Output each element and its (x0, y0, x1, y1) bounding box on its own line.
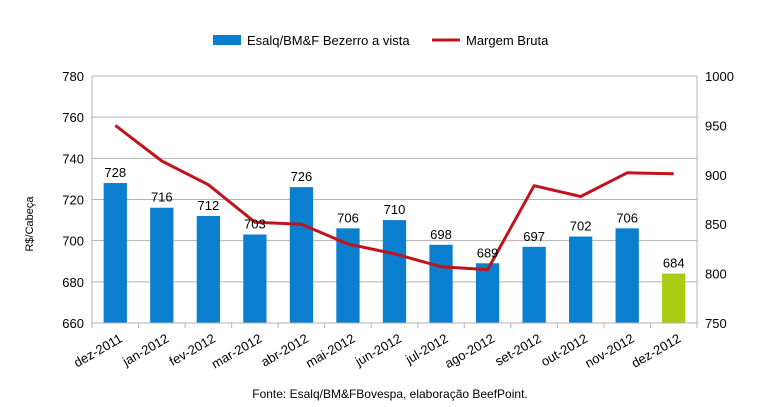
bar (382, 220, 407, 323)
data-labels: 728 716 712 703 726 706 710 698 689 697 702 706 684 (104, 165, 684, 271)
bar (429, 244, 453, 323)
bar (289, 187, 314, 323)
data-label: 712 (197, 198, 219, 213)
y-axis-title: R$/Cabeça (24, 196, 36, 252)
x-tick-label: set-2012 (492, 331, 543, 369)
x-tick-label: mai-2012 (303, 331, 357, 371)
data-label: 689 (477, 245, 499, 260)
x-tick-label: abr-2012 (258, 331, 311, 370)
series-line-margem-bruta (114, 124, 674, 272)
data-label: 698 (430, 227, 452, 242)
data-label: 706 (616, 210, 638, 225)
y-tick-label: 740 (62, 151, 84, 166)
data-label: 703 (244, 216, 266, 231)
data-label: 716 (151, 190, 173, 205)
y2-tick-label: 750 (705, 316, 727, 331)
bar (243, 234, 267, 323)
x-tick-label: jan-2012 (119, 331, 171, 370)
y-tick-label: 760 (62, 110, 84, 125)
data-label: 706 (337, 210, 359, 225)
x-tick-label: fev-2012 (167, 331, 218, 369)
x-tick-label: dez-2012 (629, 331, 683, 371)
bar (103, 183, 127, 323)
bar (662, 273, 686, 323)
x-tick-label: jun-2012 (352, 331, 404, 370)
x-tick-label: out-2012 (538, 331, 590, 370)
y2-tick-label: 900 (705, 168, 727, 183)
legend-label-line: Margem Bruta (466, 33, 549, 48)
bar (475, 263, 500, 323)
x-tick-label: ago-2012 (442, 331, 497, 371)
bar (336, 228, 360, 323)
data-label: 728 (104, 165, 126, 180)
y2-tick-label: 800 (705, 267, 727, 282)
bar (150, 207, 174, 323)
x-tick-label: dez-2011 (71, 331, 125, 371)
x-tick-label: nov-2012 (582, 331, 636, 371)
y2-tick-label: 1000 (705, 69, 734, 84)
bar (522, 246, 546, 323)
y-tick-label: 680 (62, 275, 84, 290)
data-label: 726 (291, 169, 313, 184)
bar-series (103, 183, 686, 323)
y-tick-label: 660 (62, 316, 84, 331)
data-label: 710 (384, 202, 406, 217)
data-label: 702 (570, 219, 592, 234)
y-tick-label: 720 (62, 193, 84, 208)
x-tick-label: mar-2012 (209, 331, 265, 372)
legend-label-bar: Esalq/BM&F Bezerro a vista (247, 33, 410, 48)
bar (569, 236, 593, 323)
y-tick-label: 700 (62, 234, 84, 249)
source-note: Fonte: Esalq/BM&FBovespa, elaboração Bee… (252, 387, 528, 401)
bar (615, 228, 639, 323)
data-label: 697 (523, 229, 545, 244)
y2-tick-label: 850 (705, 217, 727, 232)
legend: Esalq/BM&F Bezerro a vista Margem Bruta (213, 33, 549, 48)
legend-swatch-bar (213, 35, 241, 45)
data-label: 684 (663, 256, 685, 271)
bar (196, 215, 220, 323)
y-tick-label: 780 (62, 69, 84, 84)
line-series (114, 124, 674, 272)
y2-tick-label: 950 (705, 118, 727, 133)
